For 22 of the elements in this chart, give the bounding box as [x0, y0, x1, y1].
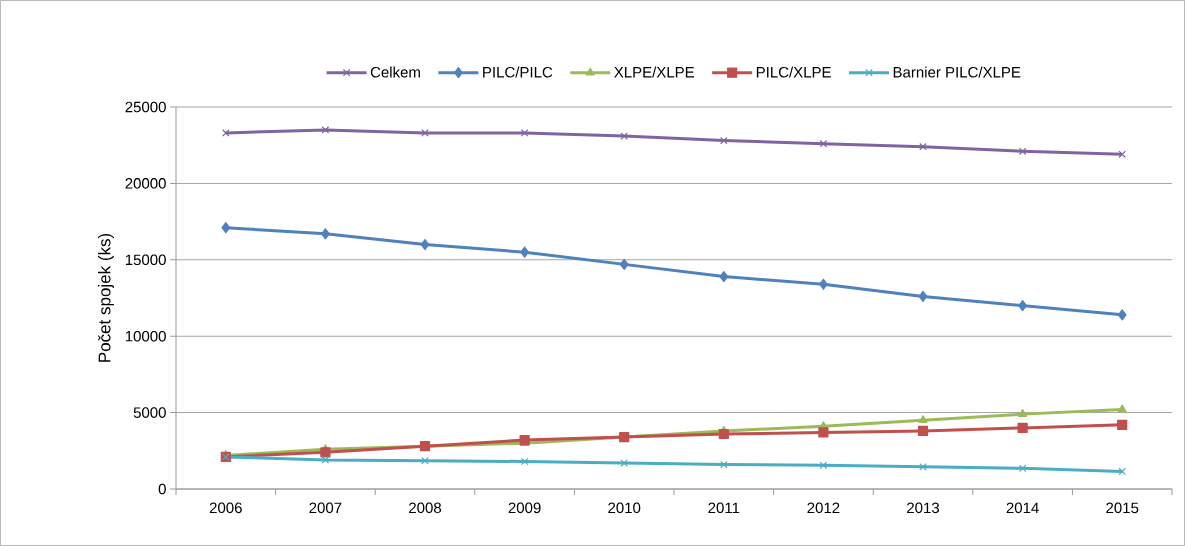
x-tick-label: 2008 — [409, 502, 442, 514]
legend-label: PILC/PILC — [483, 66, 553, 78]
legend-label: Barnier PILC/XLPE — [893, 66, 1021, 78]
x-tick-label: 2013 — [907, 502, 940, 514]
x-tick-label: 2011 — [708, 502, 740, 514]
y-tick-label: 15000 — [125, 254, 166, 266]
y-axis-title: Počet spojek (ks) — [97, 233, 114, 362]
x-tick-label: 2007 — [309, 502, 342, 514]
y-tick-label: 5000 — [133, 407, 166, 418]
y-tick-label: 0 — [158, 483, 166, 495]
legend-label: PILC/XLPE — [756, 66, 831, 78]
legend-label: XLPE/XLPE — [614, 66, 695, 78]
x-tick-label: 2010 — [608, 502, 641, 514]
legend-label: Celkem — [370, 66, 420, 78]
y-tick-label: 10000 — [125, 330, 166, 342]
x-tick-label: 2006 — [209, 502, 242, 514]
x-tick-label: 2009 — [508, 502, 541, 514]
y-tick-label: 25000 — [125, 101, 166, 113]
x-tick-label: 2014 — [1006, 502, 1039, 514]
x-tick-label: 2015 — [1106, 502, 1139, 514]
y-tick-label: 20000 — [125, 178, 166, 189]
x-tick-label: 2012 — [807, 502, 840, 514]
